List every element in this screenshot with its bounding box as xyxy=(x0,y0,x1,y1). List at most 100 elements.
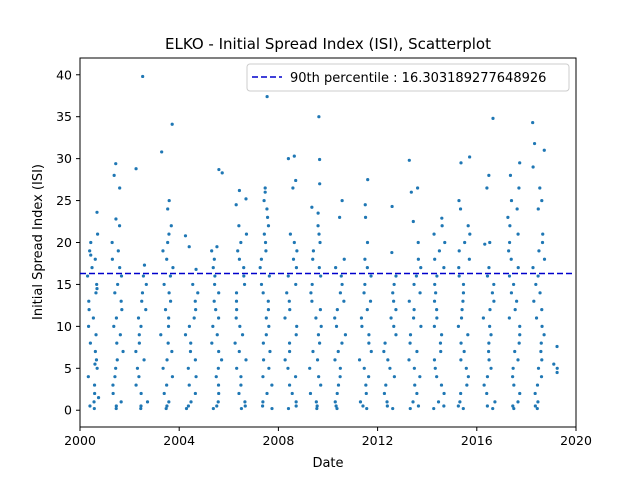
data-point xyxy=(295,249,299,253)
data-point xyxy=(485,404,489,408)
data-point xyxy=(263,190,267,194)
data-point xyxy=(292,240,296,245)
data-point xyxy=(165,358,169,362)
data-point xyxy=(334,324,339,328)
data-point xyxy=(507,316,511,320)
x-tick-label: 2012 xyxy=(362,433,394,448)
data-point xyxy=(518,333,522,337)
data-point xyxy=(540,240,545,245)
scatter-points xyxy=(85,74,559,411)
data-point xyxy=(167,291,171,295)
data-point xyxy=(261,291,265,295)
data-point xyxy=(340,198,344,203)
data-point xyxy=(193,299,197,303)
data-point xyxy=(162,391,166,396)
data-point xyxy=(518,391,522,396)
data-point xyxy=(439,349,443,354)
data-point xyxy=(411,219,415,224)
data-point xyxy=(412,307,416,312)
data-point xyxy=(493,400,497,404)
legend-entry-label: 90th percentile : 16.303189277648926 xyxy=(290,71,546,86)
data-point xyxy=(536,366,541,370)
data-point xyxy=(189,341,193,345)
data-point xyxy=(442,266,446,270)
data-point xyxy=(314,316,318,320)
data-point xyxy=(163,307,168,312)
data-point xyxy=(459,358,463,362)
data-point xyxy=(288,349,292,354)
data-point xyxy=(340,341,344,345)
data-point xyxy=(137,341,141,345)
data-point xyxy=(540,307,544,312)
x-axis-label: Date xyxy=(312,456,343,471)
data-point xyxy=(459,316,464,320)
data-point xyxy=(333,316,337,320)
data-point xyxy=(318,157,322,162)
data-point xyxy=(113,291,117,295)
data-point xyxy=(368,299,373,303)
data-point xyxy=(244,197,248,201)
data-point xyxy=(134,167,138,171)
data-point xyxy=(535,406,539,411)
data-point xyxy=(220,171,224,175)
data-point xyxy=(516,400,520,404)
data-point xyxy=(318,341,322,345)
data-point xyxy=(161,249,165,253)
data-point xyxy=(492,299,496,303)
data-point xyxy=(531,120,535,125)
data-point xyxy=(362,366,366,370)
data-point xyxy=(212,299,216,303)
data-point xyxy=(239,375,243,379)
data-point xyxy=(217,349,221,354)
data-point xyxy=(238,324,242,328)
data-point xyxy=(531,165,535,169)
data-point xyxy=(338,366,342,370)
data-point xyxy=(93,257,97,261)
data-point xyxy=(338,291,342,295)
data-point xyxy=(459,161,463,165)
data-point xyxy=(262,198,266,203)
data-point xyxy=(121,349,125,354)
data-point xyxy=(187,383,191,387)
data-point xyxy=(217,291,221,295)
data-point xyxy=(336,349,340,354)
data-point xyxy=(457,249,461,253)
data-point xyxy=(86,324,91,328)
data-point xyxy=(506,215,510,219)
data-point xyxy=(415,391,419,396)
data-point xyxy=(487,173,491,178)
data-point xyxy=(432,324,436,328)
data-point xyxy=(213,274,217,278)
data-point xyxy=(394,274,398,278)
data-point xyxy=(210,341,214,345)
data-point xyxy=(439,333,444,337)
data-point xyxy=(110,257,114,261)
data-point xyxy=(442,404,446,408)
data-point xyxy=(90,266,94,270)
data-point xyxy=(433,366,437,370)
data-point xyxy=(244,232,249,236)
data-point xyxy=(216,316,221,320)
data-point xyxy=(542,333,546,337)
data-point xyxy=(311,257,315,261)
data-point xyxy=(294,282,298,287)
data-point xyxy=(515,299,519,303)
data-point xyxy=(167,400,171,404)
data-point xyxy=(167,198,171,203)
data-point xyxy=(186,404,191,408)
data-point xyxy=(244,358,248,362)
data-point xyxy=(92,383,97,387)
data-point xyxy=(461,406,465,411)
data-point xyxy=(534,316,539,320)
data-point xyxy=(134,383,138,387)
data-point xyxy=(487,358,491,362)
data-point xyxy=(536,400,540,404)
data-point xyxy=(308,366,312,370)
data-point xyxy=(316,211,320,215)
data-point xyxy=(386,358,390,362)
data-point xyxy=(440,224,444,228)
data-point xyxy=(334,404,338,408)
data-point xyxy=(433,257,437,261)
data-point xyxy=(234,291,239,295)
data-point xyxy=(340,282,344,287)
